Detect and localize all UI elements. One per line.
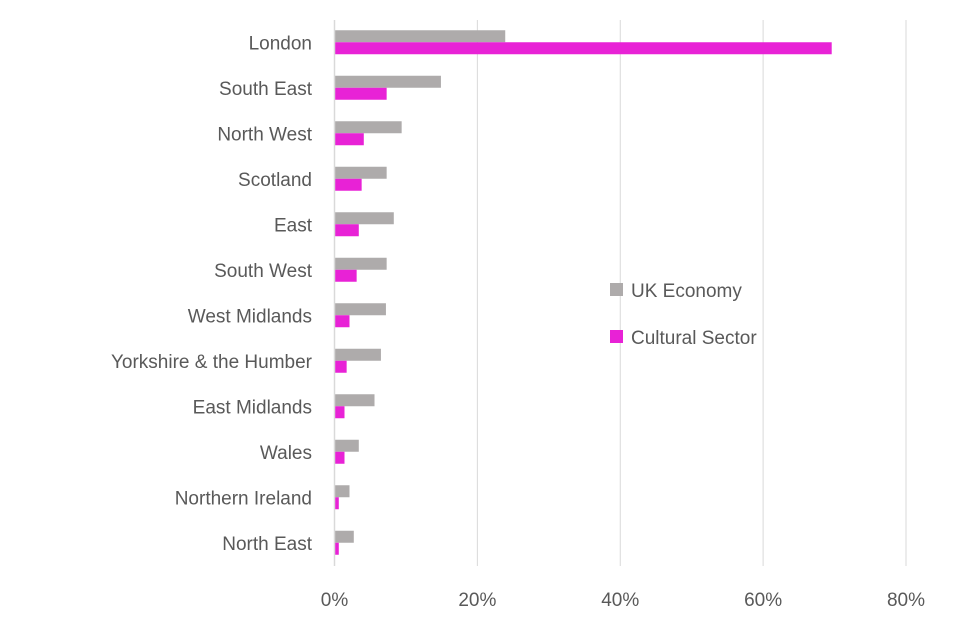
legend-label: UK Economy bbox=[631, 281, 742, 302]
category-label: London bbox=[249, 33, 312, 54]
bar-uk-economy bbox=[334, 166, 387, 179]
bar-cultural-sector bbox=[334, 224, 359, 237]
x-tick-label: 80% bbox=[887, 590, 925, 611]
x-tick-label: 20% bbox=[458, 590, 496, 611]
bar-uk-economy bbox=[334, 394, 375, 407]
bar-cultural-sector bbox=[334, 269, 357, 282]
legend-swatch bbox=[610, 283, 623, 296]
x-tick-label: 40% bbox=[601, 590, 639, 611]
bar-cultural-sector bbox=[334, 542, 339, 555]
category-label: Scotland bbox=[238, 170, 312, 191]
bar-uk-economy bbox=[334, 348, 381, 361]
bar-cultural-sector bbox=[334, 360, 347, 373]
bar-cultural-sector bbox=[334, 178, 362, 191]
bar-cultural-sector bbox=[334, 406, 345, 419]
category-label: West Midlands bbox=[188, 306, 312, 327]
legend-swatch bbox=[610, 330, 623, 343]
bar-uk-economy bbox=[334, 485, 350, 498]
category-label: North East bbox=[222, 534, 312, 555]
category-label: Yorkshire & the Humber bbox=[111, 352, 313, 373]
category-label: East Midlands bbox=[193, 397, 312, 418]
x-tick-label: 60% bbox=[744, 590, 782, 611]
bar-cultural-sector bbox=[334, 497, 339, 510]
bar-uk-economy bbox=[334, 75, 441, 88]
category-label: South West bbox=[214, 261, 313, 282]
bar-cultural-sector bbox=[334, 87, 387, 100]
bar-uk-economy bbox=[334, 30, 506, 43]
bar-cultural-sector bbox=[334, 315, 350, 328]
category-label: North West bbox=[217, 124, 312, 145]
x-tick-label: 0% bbox=[321, 590, 349, 611]
bar-uk-economy bbox=[334, 439, 359, 452]
legend-label: Cultural Sector bbox=[631, 328, 757, 349]
bar-uk-economy bbox=[334, 530, 354, 543]
bar-uk-economy bbox=[334, 257, 387, 270]
bar-uk-economy bbox=[334, 121, 402, 134]
bar-uk-economy bbox=[334, 303, 386, 316]
bar-cultural-sector bbox=[334, 451, 345, 464]
category-label: Wales bbox=[260, 443, 312, 464]
category-label: South East bbox=[219, 79, 313, 100]
category-label: East bbox=[274, 215, 313, 236]
bar-cultural-sector bbox=[334, 42, 832, 55]
category-label: Northern Ireland bbox=[175, 488, 312, 509]
bar-cultural-sector bbox=[334, 133, 364, 146]
bar-uk-economy bbox=[334, 212, 394, 225]
